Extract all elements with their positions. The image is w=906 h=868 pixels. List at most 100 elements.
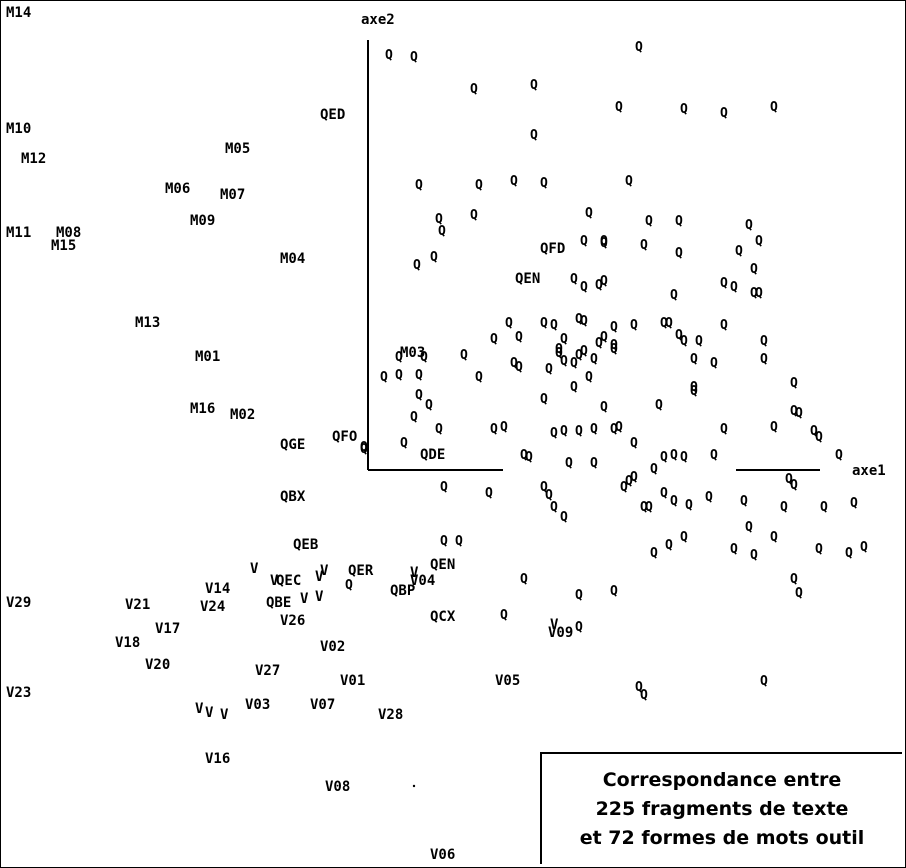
title-line-1: Correspondance entre [602,769,842,791]
q-point: Q [760,334,768,349]
point-label-v24: V24 [200,599,225,615]
q-point: Q [675,328,683,343]
q-point: Q [745,520,753,535]
q-point: Q [590,352,598,367]
q-point: Q [565,456,573,471]
point-label-m05: M05 [225,141,250,157]
q-point: Q [710,356,718,371]
q-point: Q [720,422,728,437]
q-point: Q [570,272,578,287]
q-point: Q [490,332,498,347]
q-point: Q [515,330,523,345]
q-point: Q [860,540,868,555]
q-point: Q [540,176,548,191]
q-point: Q [360,440,368,455]
q-point: Q [560,424,568,439]
q-point: Q [435,422,443,437]
q-point: Q [530,78,538,93]
q-point: Q [530,128,538,143]
q-point: Q [415,388,423,403]
q-point: Q [610,320,618,335]
q-point: Q [690,384,698,399]
q-point: Q [585,370,593,385]
q-point: Q [460,348,468,363]
point-label-v09: V09 [548,625,573,641]
q-point: Q [680,450,688,465]
q-point: Q [635,680,643,695]
q-point: Q [580,280,588,295]
q-point: Q [575,620,583,635]
q-point: Q [570,356,578,371]
q-point: Q [440,534,448,549]
point-label-v18: V18 [115,635,140,651]
q-point: Q [580,344,588,359]
point-label-m04: M04 [280,251,305,267]
q-point: Q [685,498,693,513]
q-point: Q [470,208,478,223]
point-label-v: V [300,591,309,607]
point-label-v: V [315,569,324,585]
point-label-v03: V03 [245,697,270,713]
q-point: Q [470,82,478,97]
q-point: Q [385,48,393,63]
q-point: Q [395,368,403,383]
q-point: Q [655,398,663,413]
q-point: Q [395,350,403,365]
q-point: Q [590,456,598,471]
point-label-v: V [195,701,204,717]
point-label-m13: M13 [135,315,160,331]
q-point: Q [810,424,818,439]
q-point: Q [770,530,778,545]
point-label-v: V [250,561,259,577]
point-label-v01: V01 [340,673,365,689]
point-label-qge: QGE [280,437,305,453]
q-point: Q [550,426,558,441]
q-point: Q [740,494,748,509]
q-point: Q [760,674,768,689]
point-label-m16: M16 [190,401,215,417]
q-point: Q [555,342,563,357]
q-point: Q [345,578,353,593]
q-point: Q [410,50,418,65]
point-label-v04: V04 [410,573,435,589]
q-point: Q [560,332,568,347]
q-point: Q [515,360,523,375]
q-point: Q [585,206,593,221]
q-point: Q [575,588,583,603]
q-point: Q [675,214,683,229]
q-point: Q [485,486,493,501]
q-point: Q [790,404,798,419]
q-point: Q [670,494,678,509]
q-point: Q [545,488,553,503]
q-point: Q [540,316,548,331]
q-point: Q [650,546,658,561]
q-point: Q [595,278,603,293]
point-label-qfo: QFO [332,429,357,445]
point-label-qen: QEN [515,271,540,287]
q-point: Q [500,608,508,623]
q-point: Q [615,420,623,435]
point-label-qen: QEN [430,557,455,573]
point-label-v17: V17 [155,621,180,637]
q-point: Q [475,178,483,193]
q-point: Q [505,316,513,331]
q-point: Q [580,234,588,249]
q-point: Q [435,212,443,227]
q-point: Q [710,448,718,463]
q-point: Q [665,316,673,331]
q-point: Q [630,470,638,485]
q-point: Q [670,288,678,303]
q-point: Q [770,100,778,115]
q-point: Q [510,174,518,189]
q-point: Q [750,262,758,277]
q-point: Q [750,286,758,301]
q-point: Q [645,214,653,229]
point-label-v: V [320,563,329,579]
q-point: Q [815,430,823,445]
q-point: Q [660,316,668,331]
q-point: Q [540,392,548,407]
q-point: Q [580,314,588,329]
q-point: Q [595,336,603,351]
q-point: Q [475,370,483,385]
